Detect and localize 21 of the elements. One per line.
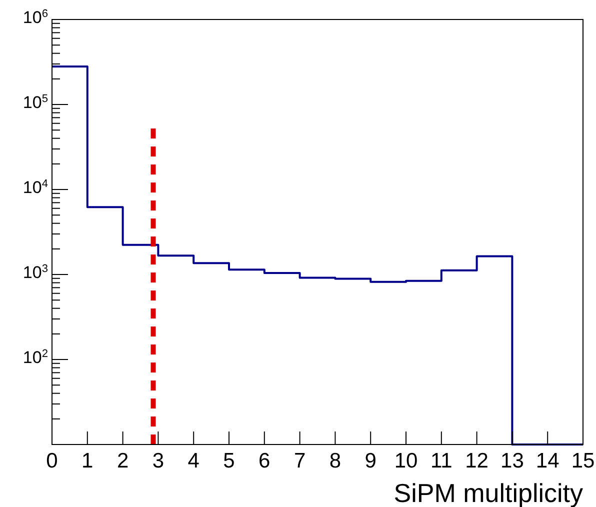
x-tick-label: 15 — [571, 450, 595, 472]
y-tick-label: 10$^{4}$ — [22, 178, 48, 197]
y-tick-label: 10$^{6}$ — [22, 8, 48, 27]
y-tick-label: 10$^{3}$ — [22, 262, 48, 282]
x-tick-label: 11 — [430, 450, 452, 472]
y-tick-label: 10$^{2}$ — [22, 348, 48, 367]
x-tick-label: 0 — [46, 450, 58, 472]
y-tick-label: 10$^{5}$ — [22, 92, 48, 112]
x-tick-label: 3 — [152, 450, 164, 472]
x-tick-label: 6 — [258, 450, 270, 472]
x-tick-label: 5 — [223, 450, 235, 472]
x-tick-label: 2 — [116, 450, 129, 472]
x-tick-label: 8 — [329, 450, 342, 472]
x-tick-label: 10 — [394, 450, 418, 472]
x-tick-label: 12 — [465, 450, 488, 472]
x-tick-label: 1 — [82, 450, 94, 472]
x-tick-label: 14 — [536, 450, 560, 472]
x-tick-label: 4 — [188, 450, 200, 472]
x-tick-label: 7 — [294, 450, 306, 472]
x-tick-label: 9 — [364, 450, 376, 472]
x-tick-label: 13 — [500, 450, 524, 472]
